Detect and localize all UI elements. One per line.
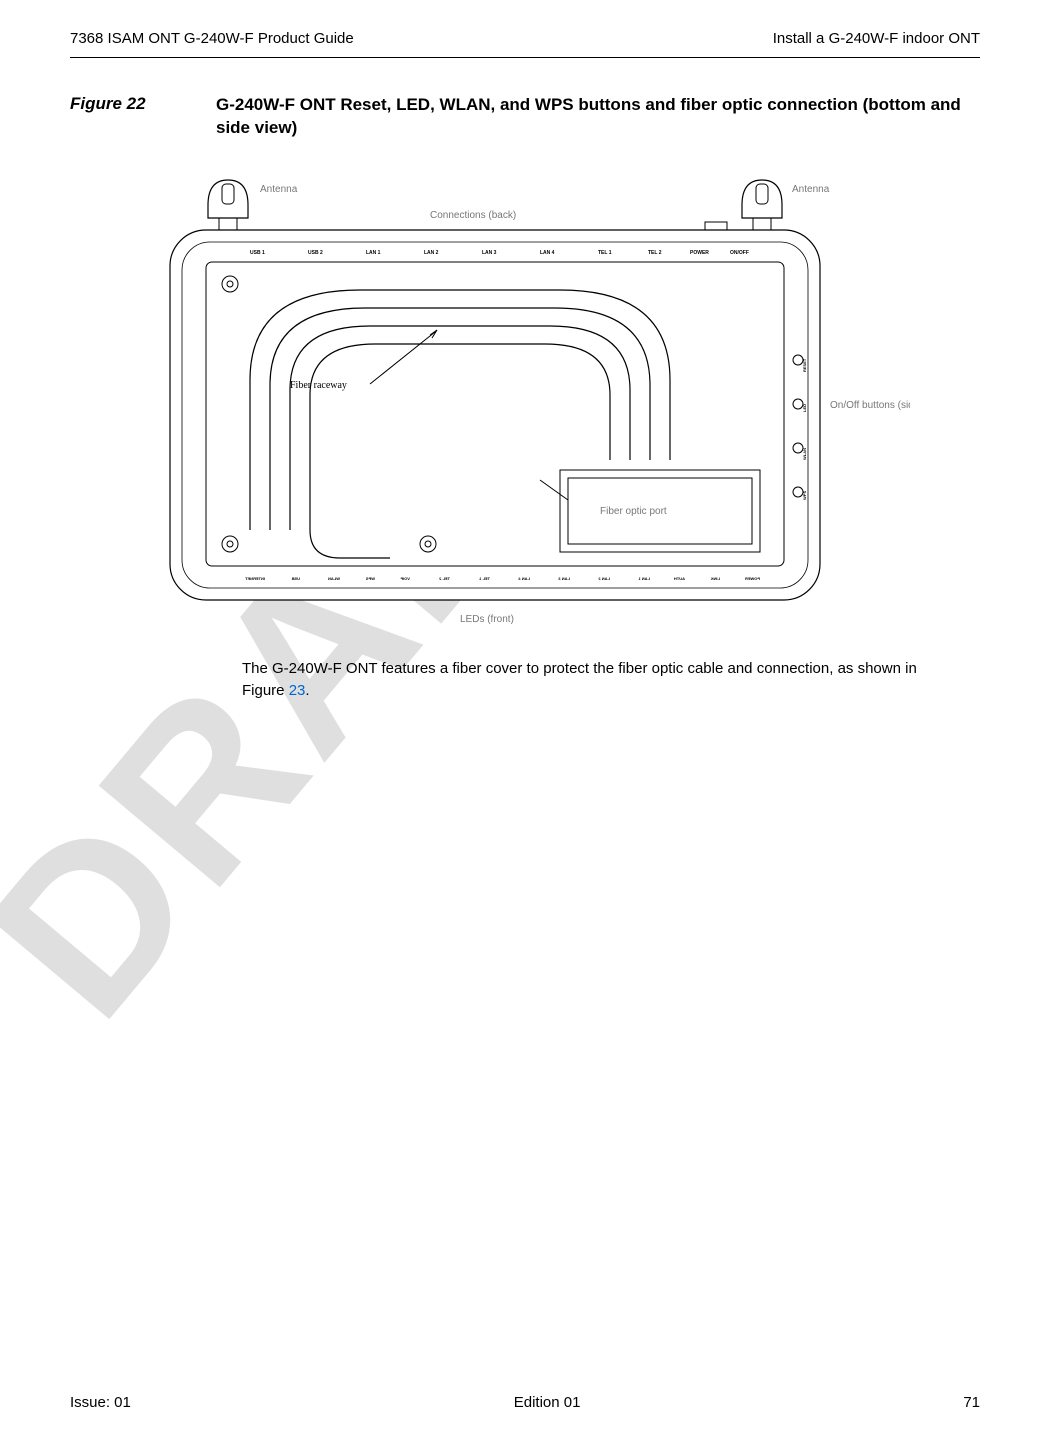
- svg-text:LAN 3: LAN 3: [482, 250, 497, 256]
- svg-text:ON/OFF: ON/OFF: [730, 250, 749, 256]
- figure-link[interactable]: 23: [289, 682, 306, 699]
- svg-text:TEL 2: TEL 2: [438, 576, 450, 581]
- figure-heading: Figure 22 G-240W-F ONT Reset, LED, WLAN,…: [70, 94, 980, 140]
- header-right: Install a G-240W-F indoor ONT: [773, 30, 980, 47]
- antenna-left-label: Antenna: [260, 184, 298, 195]
- svg-text:TEL 1: TEL 1: [478, 576, 490, 581]
- svg-text:LAN 1: LAN 1: [366, 250, 381, 256]
- svg-text:WPS: WPS: [366, 576, 375, 581]
- svg-text:RESET: RESET: [802, 358, 807, 372]
- svg-text:WLAN: WLAN: [328, 576, 340, 581]
- svg-text:INTERNET: INTERNET: [244, 576, 265, 581]
- antenna-right-label: Antenna: [792, 184, 830, 195]
- svg-text:POWER: POWER: [745, 576, 760, 581]
- figure-title: G-240W-F ONT Reset, LED, WLAN, and WPS b…: [216, 94, 980, 140]
- svg-text:USB 1: USB 1: [250, 250, 265, 256]
- footer-center: Edition 01: [514, 1394, 581, 1411]
- svg-text:TEL 2: TEL 2: [648, 250, 662, 256]
- svg-text:LAN 4: LAN 4: [518, 576, 530, 581]
- svg-text:POWER: POWER: [690, 250, 709, 256]
- svg-text:LED: LED: [802, 404, 807, 412]
- svg-text:LAN 1: LAN 1: [638, 576, 650, 581]
- svg-text:LINK: LINK: [711, 576, 720, 581]
- svg-text:USB: USB: [291, 576, 300, 581]
- figure-label: Figure 22: [70, 94, 180, 140]
- antenna-right-icon: [742, 180, 782, 230]
- svg-text:USB 2: USB 2: [308, 250, 323, 256]
- footer-right: 71: [963, 1394, 980, 1411]
- leds-front-label: LEDs (front): [460, 614, 514, 625]
- svg-text:LAN 2: LAN 2: [424, 250, 439, 256]
- device-diagram: Antenna Antenna Connections (back): [130, 160, 910, 650]
- svg-text:TEL 1: TEL 1: [598, 250, 612, 256]
- footer-left: Issue: 01: [70, 1394, 131, 1411]
- onoff-side-label: On/Off buttons (side): [830, 400, 910, 411]
- antenna-left-icon: [208, 180, 248, 230]
- fiber-port-label: Fiber optic port: [600, 506, 667, 517]
- svg-text:AUTH: AUTH: [674, 576, 685, 581]
- svg-text:LAN 3: LAN 3: [558, 576, 570, 581]
- svg-text:WPS: WPS: [802, 490, 807, 499]
- page-footer: Issue: 01 Edition 01 71: [70, 1388, 980, 1411]
- fiber-raceway-label: Fiber raceway: [290, 380, 347, 391]
- body-paragraph: The G-240W-F ONT features a fiber cover …: [242, 658, 960, 702]
- svg-text:LAN 4: LAN 4: [540, 250, 555, 256]
- page-header: 7368 ISAM ONT G-240W-F Product Guide Ins…: [70, 30, 980, 57]
- svg-text:LAN 2: LAN 2: [598, 576, 610, 581]
- svg-text:WLAN: WLAN: [802, 448, 807, 460]
- svg-text:VOIP: VOIP: [400, 576, 410, 581]
- header-rule: [70, 57, 980, 58]
- connections-back-label: Connections (back): [430, 210, 516, 221]
- header-left: 7368 ISAM ONT G-240W-F Product Guide: [70, 30, 354, 47]
